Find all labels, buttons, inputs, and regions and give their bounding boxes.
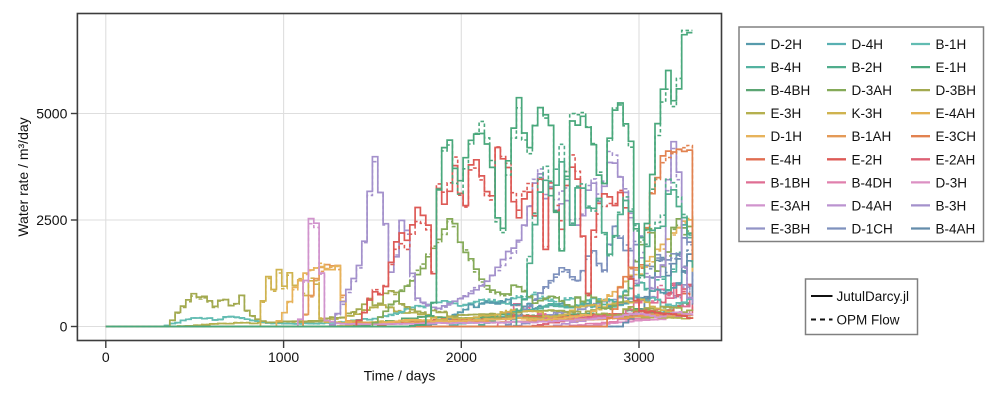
svg-text:0: 0 bbox=[60, 319, 68, 335]
svg-text:JutulDarcy.jl: JutulDarcy.jl bbox=[837, 289, 910, 304]
svg-text:B-4AH: B-4AH bbox=[936, 222, 976, 237]
svg-text:D-4AH: D-4AH bbox=[852, 198, 893, 213]
svg-text:5000: 5000 bbox=[36, 106, 67, 122]
svg-text:2000: 2000 bbox=[446, 349, 477, 365]
svg-text:E-2H: E-2H bbox=[852, 152, 883, 167]
svg-text:B-1AH: B-1AH bbox=[852, 129, 892, 144]
svg-text:B-4H: B-4H bbox=[771, 60, 802, 75]
svg-text:D-3AH: D-3AH bbox=[852, 83, 893, 98]
svg-text:D-3H: D-3H bbox=[936, 175, 968, 190]
svg-text:B-4DH: B-4DH bbox=[852, 175, 893, 190]
svg-text:E-3H: E-3H bbox=[771, 106, 802, 121]
svg-text:D-1H: D-1H bbox=[771, 129, 803, 144]
svg-text:E-4AH: E-4AH bbox=[936, 106, 976, 121]
svg-text:E-3BH: E-3BH bbox=[771, 222, 811, 237]
svg-text:0: 0 bbox=[102, 349, 110, 365]
svg-text:B-1BH: B-1BH bbox=[771, 175, 811, 190]
svg-text:E-1H: E-1H bbox=[936, 60, 967, 75]
svg-text:D-1CH: D-1CH bbox=[852, 222, 893, 237]
svg-text:E-3CH: E-3CH bbox=[936, 129, 977, 144]
svg-text:1000: 1000 bbox=[268, 349, 299, 365]
svg-text:B-4BH: B-4BH bbox=[771, 83, 811, 98]
svg-text:D-3BH: D-3BH bbox=[936, 83, 977, 98]
svg-text:OPM Flow: OPM Flow bbox=[837, 313, 900, 328]
svg-text:D-4H: D-4H bbox=[852, 37, 884, 52]
svg-text:B-3H: B-3H bbox=[936, 198, 967, 213]
svg-text:D-2H: D-2H bbox=[771, 37, 803, 52]
svg-text:Time / days: Time / days bbox=[364, 368, 436, 384]
svg-text:B-1H: B-1H bbox=[936, 37, 967, 52]
svg-text:E-2AH: E-2AH bbox=[936, 152, 976, 167]
svg-text:K-3H: K-3H bbox=[852, 106, 883, 121]
svg-text:2500: 2500 bbox=[36, 212, 67, 228]
svg-text:E-3AH: E-3AH bbox=[771, 198, 811, 213]
svg-text:E-4H: E-4H bbox=[771, 152, 802, 167]
svg-text:Water rate / m³/day: Water rate / m³/day bbox=[15, 117, 31, 236]
svg-text:B-2H: B-2H bbox=[852, 60, 883, 75]
svg-text:3000: 3000 bbox=[623, 349, 654, 365]
